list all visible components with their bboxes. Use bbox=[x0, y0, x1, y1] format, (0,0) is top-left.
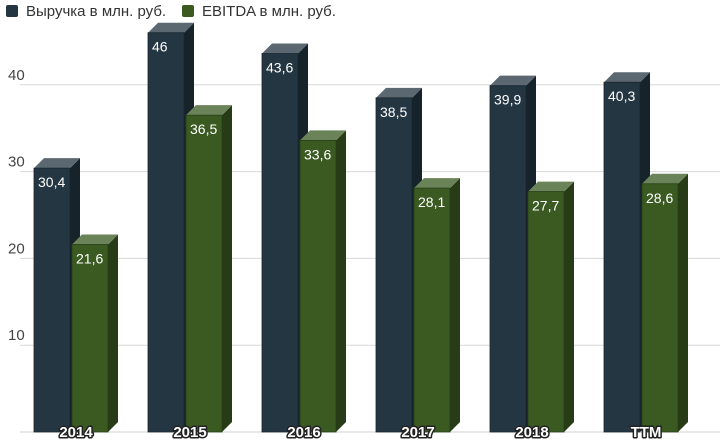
bar-revenue-2017: 38,5 bbox=[375, 87, 422, 433]
bar-side bbox=[564, 181, 574, 432]
bar-side bbox=[336, 130, 346, 433]
bar-edge bbox=[375, 97, 413, 433]
bar-edge bbox=[185, 114, 223, 433]
bar-edge bbox=[413, 187, 451, 433]
x-tick-label: TTM bbox=[631, 424, 662, 441]
y-tick-label: 30 bbox=[8, 154, 25, 171]
data-label: 28,1 bbox=[418, 194, 445, 210]
bar-edge bbox=[299, 139, 337, 433]
x-tick-label-outline: 2014 bbox=[59, 424, 93, 441]
legend-swatch bbox=[6, 5, 18, 17]
x-tick-label: 2016 bbox=[287, 424, 320, 441]
bar-front bbox=[490, 85, 526, 432]
x-tick-label: 2015 bbox=[173, 424, 206, 441]
bar-front bbox=[642, 183, 678, 432]
bar-ebitda-2015: 36,5 bbox=[185, 105, 232, 433]
bar-top bbox=[34, 158, 80, 169]
y-tick-label: 20 bbox=[8, 240, 25, 257]
bar-top bbox=[642, 173, 688, 184]
bar-front bbox=[262, 53, 298, 432]
data-label: 28,6 bbox=[646, 190, 673, 206]
bar-edge bbox=[71, 244, 109, 433]
bar-front bbox=[300, 140, 336, 433]
bar-front bbox=[72, 244, 108, 432]
bar-side bbox=[222, 105, 232, 433]
x-tick-label-outline: 2016 bbox=[287, 424, 320, 441]
data-label: 46 bbox=[152, 39, 168, 55]
legend-label: EBITDA в млн. руб. bbox=[202, 3, 336, 20]
bar-front bbox=[34, 168, 70, 433]
legend-item-ebitda: EBITDA в млн. руб. bbox=[182, 3, 336, 20]
legend-item-revenue: Выручка в млн. руб. bbox=[6, 3, 166, 20]
bar-ebitda-2014: 21,6 bbox=[71, 234, 118, 433]
bar-edge bbox=[261, 53, 299, 433]
bar-edge bbox=[33, 167, 71, 433]
data-label: 38,5 bbox=[380, 104, 407, 120]
data-label: 30,4 bbox=[38, 174, 65, 190]
bar-side bbox=[678, 173, 688, 432]
y-tick-label: 10 bbox=[8, 327, 25, 344]
bar-ebitda-2018: 27,7 bbox=[527, 181, 574, 433]
bar-side bbox=[108, 234, 118, 432]
bar-front bbox=[528, 191, 564, 432]
bar-front bbox=[414, 188, 450, 432]
x-tick-label-outline: 2018 bbox=[515, 424, 548, 441]
bar-front bbox=[376, 97, 412, 432]
bar-edge bbox=[489, 85, 527, 433]
bar-top bbox=[528, 181, 574, 192]
bars: 30,4 21,6 46 36,5 43,6 33,6 38,5 28,1 39,9 27,7 40… bbox=[33, 22, 688, 433]
bar-edge bbox=[603, 81, 641, 433]
y-tick-label: 40 bbox=[8, 67, 25, 84]
bar-top bbox=[186, 105, 232, 116]
bar-top bbox=[72, 234, 118, 245]
bar-front bbox=[186, 115, 222, 433]
data-label: 36,5 bbox=[190, 121, 217, 137]
legend: Выручка в млн. руб. EBITDA в млн. руб. bbox=[6, 3, 336, 20]
bar-top bbox=[262, 43, 308, 54]
data-label: 43,6 bbox=[266, 60, 293, 76]
bar-top bbox=[148, 22, 194, 33]
x-tick-label: 2017 bbox=[401, 424, 434, 441]
x-tick-label-outline: 2015 bbox=[173, 424, 206, 441]
bar-front bbox=[604, 82, 640, 433]
bar-edge bbox=[147, 32, 185, 433]
bar-ebitda-TTM: 28,6 bbox=[641, 173, 688, 433]
bar-ebitda-2017: 28,1 bbox=[413, 178, 460, 433]
bar-top bbox=[300, 130, 346, 141]
data-label: 21,6 bbox=[76, 251, 103, 267]
gridlines bbox=[20, 84, 720, 433]
bar-side bbox=[450, 178, 460, 432]
bar-top bbox=[414, 178, 460, 189]
data-label: 40,3 bbox=[608, 88, 635, 104]
x-tick-label-outline: TTM bbox=[631, 424, 662, 441]
data-label: 39,9 bbox=[494, 92, 521, 108]
x-tick-label-outline: 2017 bbox=[401, 424, 434, 441]
x-tick-label: 2014 bbox=[59, 424, 93, 441]
bar-ebitda-2016: 33,6 bbox=[299, 130, 346, 433]
data-label: 27,7 bbox=[532, 198, 559, 214]
bar-edge bbox=[641, 183, 679, 433]
data-label: 33,6 bbox=[304, 146, 331, 162]
bar-top bbox=[490, 75, 536, 86]
bar-top bbox=[604, 72, 650, 83]
legend-label: Выручка в млн. руб. bbox=[26, 3, 166, 20]
legend-swatch bbox=[182, 5, 194, 17]
bar-front bbox=[148, 32, 184, 432]
y-axis-ticks: 10 20 30 40 bbox=[8, 67, 25, 344]
bar-edge bbox=[527, 191, 565, 433]
x-tick-label: 2018 bbox=[515, 424, 548, 441]
bar-top bbox=[376, 87, 422, 98]
